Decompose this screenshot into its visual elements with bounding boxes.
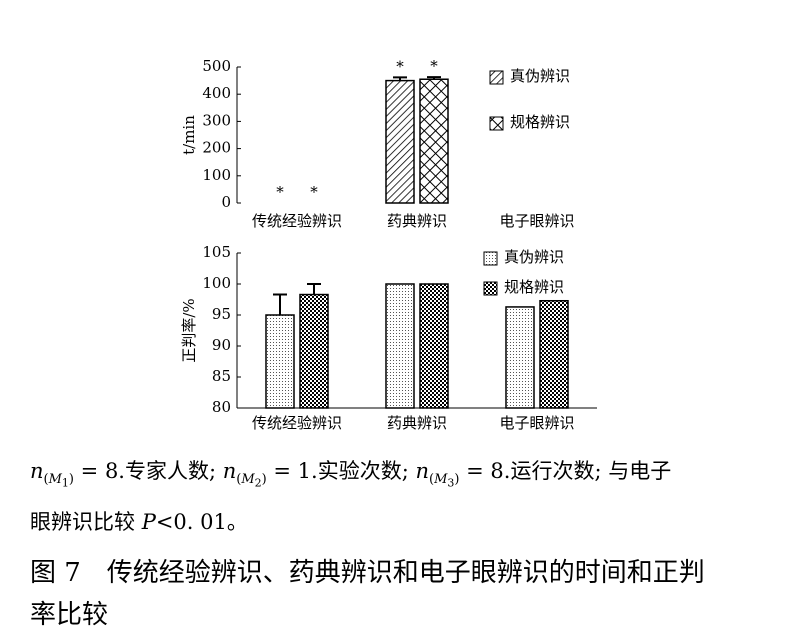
caption: 图 7 传统经验辨识、药典辨识和电子眼辨识的时间和正判	[30, 558, 705, 588]
y-tick-label: 80	[212, 398, 231, 416]
bar	[385, 79, 415, 204]
legend-label: 规格辨识	[504, 278, 564, 296]
y-tick-label: 90	[212, 336, 231, 354]
legend-swatch	[489, 70, 504, 85]
y-tick-label: 95	[212, 305, 231, 323]
y-tick-label: 400	[202, 84, 231, 102]
error-bar	[427, 76, 441, 80]
error-bar	[273, 293, 287, 315]
significance-mark: *	[396, 57, 404, 75]
legend-swatch	[483, 251, 498, 266]
y-tick-label: 500	[202, 57, 231, 75]
x-tick-label: 药典辨识	[387, 414, 447, 432]
x-tick-label: 传统经验辨识	[252, 212, 342, 230]
error-bar	[307, 283, 321, 295]
significance-mark: *	[310, 183, 318, 201]
note: 眼辨识比较 P<0. 01。	[30, 510, 248, 534]
bar	[419, 283, 449, 409]
bar	[299, 293, 329, 409]
bar	[539, 299, 569, 409]
significance-mark: *	[276, 183, 284, 201]
note: n(M1) = 8.专家人数; n(M2) = 1.实验次数; n(M3) = …	[30, 459, 672, 490]
y-axis-label: 正判率/%	[180, 298, 198, 362]
y-tick-label: 85	[212, 367, 231, 385]
y-tick-label: 0	[221, 193, 231, 211]
legend-label: 真伪辨识	[504, 248, 564, 266]
y-tick-label: 200	[202, 139, 231, 157]
bar	[505, 306, 535, 409]
y-axis-label: t/min	[180, 115, 198, 155]
legend-label: 真伪辨识	[510, 67, 570, 85]
y-tick-label: 100	[202, 166, 231, 184]
legend-swatch	[489, 116, 504, 131]
y-tick-label: 100	[202, 274, 231, 292]
bar	[265, 314, 295, 409]
bar	[419, 78, 449, 204]
x-tick-label: 电子眼辨识	[499, 212, 574, 230]
y-tick-label: 300	[202, 111, 231, 129]
y-tick-label: 105	[202, 243, 231, 261]
x-tick-label: 药典辨识	[387, 212, 447, 230]
x-tick-label: 传统经验辨识	[252, 414, 342, 432]
caption: 率比较	[30, 600, 109, 630]
legend-swatch	[483, 281, 498, 296]
bar	[385, 283, 415, 409]
x-tick-label: 电子眼辨识	[499, 414, 574, 432]
significance-mark: *	[430, 57, 438, 75]
error-bar	[393, 76, 407, 81]
legend-label: 规格辨识	[510, 113, 570, 131]
